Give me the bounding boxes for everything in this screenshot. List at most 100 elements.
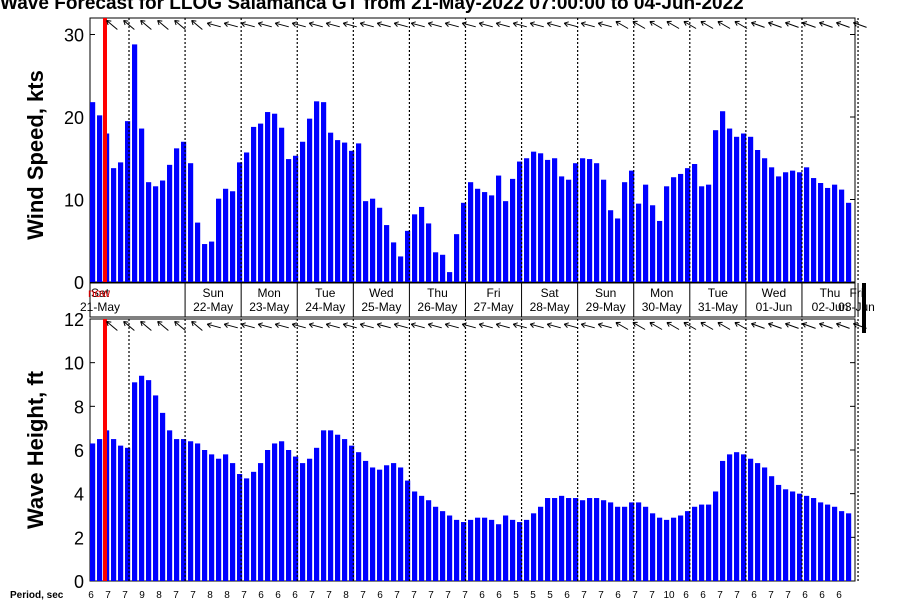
bar <box>496 175 502 282</box>
y-tick-label: 4 <box>74 485 84 505</box>
bar <box>440 511 446 581</box>
bar <box>293 456 299 581</box>
period-value: 7 <box>309 590 315 600</box>
bar <box>160 180 166 282</box>
bar <box>300 463 306 581</box>
direction-arrow <box>174 321 186 331</box>
direction-arrow <box>106 321 118 331</box>
bar <box>664 519 670 581</box>
bar <box>132 44 138 283</box>
bar <box>349 150 355 282</box>
bar <box>447 272 453 282</box>
bar <box>839 189 845 282</box>
bar <box>643 506 649 581</box>
period-value: 7 <box>632 590 638 600</box>
bar <box>153 186 159 282</box>
bar <box>720 111 726 282</box>
bar <box>272 443 278 581</box>
bar <box>755 463 761 581</box>
direction-arrow <box>393 21 408 28</box>
bar <box>475 517 481 581</box>
bar <box>286 159 292 282</box>
date-label: 22-May <box>193 300 233 314</box>
direction-arrow <box>325 21 340 28</box>
bar <box>776 176 782 282</box>
direction-arrow <box>529 322 544 329</box>
bar <box>636 203 642 283</box>
bar <box>552 158 558 282</box>
direction-arrow <box>223 21 238 28</box>
bar <box>272 113 278 282</box>
bar <box>496 524 502 581</box>
period-value: 7 <box>105 590 111 600</box>
bar <box>559 495 565 581</box>
bar <box>706 504 712 581</box>
direction-arrow <box>734 20 748 29</box>
bar <box>643 184 649 282</box>
bar <box>237 162 243 283</box>
bar <box>503 201 509 282</box>
period-value: 7 <box>649 590 655 600</box>
bar <box>804 495 810 581</box>
bar <box>811 498 817 581</box>
bar <box>713 130 719 282</box>
direction-arrow <box>717 321 731 330</box>
bar <box>538 506 544 581</box>
bar <box>615 218 621 282</box>
direction-arrow <box>191 321 203 331</box>
wave-height-panel: 0 2 4 6 8 10 12 <box>64 310 867 592</box>
direction-arrow <box>461 21 476 28</box>
direction-arrow <box>666 20 680 29</box>
bar <box>825 504 831 581</box>
bar <box>202 244 208 282</box>
bar <box>349 445 355 581</box>
bar <box>580 500 586 581</box>
bar <box>335 434 341 581</box>
bar <box>146 380 152 581</box>
bar <box>279 441 285 581</box>
bar <box>825 187 831 282</box>
y-tick-label: 10 <box>64 191 84 211</box>
direction-arrow <box>291 21 306 28</box>
bar <box>244 152 250 282</box>
direction-arrow <box>206 21 221 28</box>
direction-arrow <box>240 322 255 329</box>
bar <box>111 168 117 282</box>
bar <box>468 182 474 282</box>
y-tick-label: 12 <box>64 310 84 330</box>
bar <box>223 454 229 581</box>
period-value: 6 <box>292 590 298 600</box>
bar <box>671 517 677 581</box>
y-tick-label: 2 <box>74 528 84 548</box>
bar <box>97 439 103 581</box>
bar <box>594 498 600 581</box>
bar <box>531 513 537 581</box>
bar <box>384 225 390 282</box>
day-of-week-label: Sun <box>202 286 223 300</box>
bar <box>475 188 481 282</box>
bar <box>342 439 348 581</box>
period-value: 6 <box>88 590 94 600</box>
bar <box>377 207 383 282</box>
bar <box>636 502 642 581</box>
y-tick-label: 8 <box>74 397 84 417</box>
bar <box>797 172 803 282</box>
bar <box>405 230 411 282</box>
direction-arrow <box>240 21 255 28</box>
direction-arrow <box>393 322 408 329</box>
bar <box>461 202 467 282</box>
bar <box>748 458 754 581</box>
bar <box>594 163 600 282</box>
day-of-week-label: Thu <box>427 286 448 300</box>
bar <box>321 430 327 581</box>
period-value: 6 <box>496 590 502 600</box>
bar <box>489 195 495 283</box>
bar <box>720 460 726 581</box>
bar <box>433 506 439 581</box>
period-value: 7 <box>411 590 417 600</box>
bar <box>468 519 474 581</box>
direction-arrow <box>597 322 612 329</box>
bar <box>279 127 285 282</box>
bar <box>174 148 180 282</box>
